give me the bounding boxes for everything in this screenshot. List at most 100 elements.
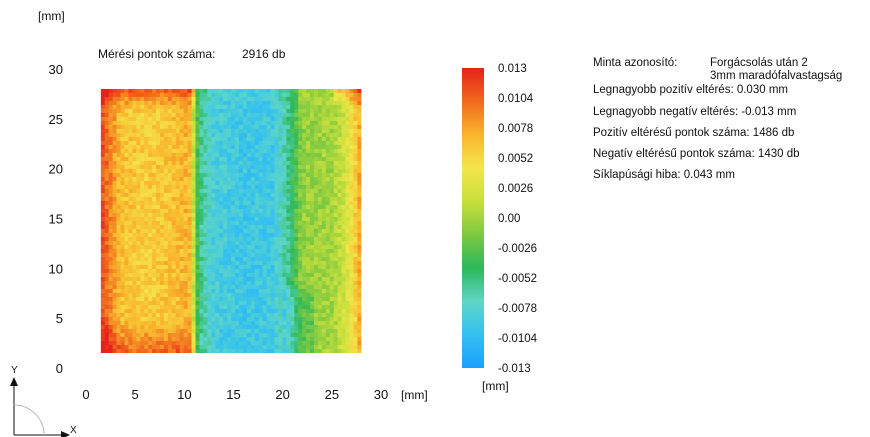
heatmap-cell	[231, 345, 236, 350]
heatmap-cell	[152, 144, 157, 150]
heatmap-cell	[175, 305, 181, 310]
heatmap-cell	[286, 224, 291, 230]
heatmap-cell	[179, 337, 185, 342]
heatmap-cell	[270, 281, 276, 286]
heatmap-cell	[270, 208, 276, 214]
heatmap-cell	[353, 236, 358, 242]
heatmap-cell	[246, 257, 252, 262]
heatmap-cell	[242, 144, 248, 150]
heatmap-cell	[124, 333, 129, 338]
heatmap-cell	[100, 309, 106, 314]
heatmap-cell	[140, 204, 145, 210]
heatmap-cell	[317, 224, 323, 230]
heatmap-cell	[120, 112, 126, 118]
heatmap-cell	[250, 160, 256, 166]
heatmap-cell	[104, 116, 110, 122]
heatmap-cell	[357, 285, 362, 290]
heatmap-cell	[329, 309, 335, 314]
heatmap-cell	[317, 152, 323, 158]
heatmap-cell	[238, 301, 244, 306]
heatmap-cell	[278, 212, 283, 218]
heatmap-cell	[124, 180, 129, 186]
heatmap-cell	[317, 245, 323, 250]
heatmap-cell	[175, 176, 181, 182]
heatmap-cell	[294, 325, 299, 330]
heatmap-cell	[227, 204, 232, 210]
heatmap-cell	[274, 132, 280, 138]
heatmap-cell	[270, 124, 276, 130]
heatmap-cell	[294, 337, 299, 342]
heatmap-cell	[238, 184, 244, 190]
heatmap-cell	[219, 104, 224, 110]
heatmap-cell	[325, 144, 331, 150]
heatmap-cell	[179, 152, 185, 158]
heatmap-cell	[108, 257, 114, 262]
heatmap-cell	[306, 261, 311, 266]
heatmap-cell	[175, 253, 181, 258]
heatmap-cell	[116, 317, 122, 322]
heatmap-cell	[270, 88, 276, 94]
heatmap-cell	[238, 116, 244, 122]
heatmap-cell	[302, 204, 307, 210]
heatmap-cell	[108, 144, 114, 150]
heatmap-cell	[306, 305, 311, 310]
heatmap-cell	[191, 168, 197, 174]
heatmap-cell	[349, 132, 355, 138]
heatmap-cell	[345, 249, 351, 254]
heatmap-cell	[298, 277, 303, 282]
heatmap-cell	[349, 273, 355, 278]
heatmap-cell	[337, 341, 343, 346]
heatmap-cell	[136, 232, 141, 238]
heatmap-cell	[290, 273, 295, 278]
heatmap-cell	[282, 148, 287, 154]
heatmap-cell	[116, 216, 122, 222]
heatmap-cell	[144, 208, 149, 214]
heatmap-cell	[321, 140, 327, 146]
heatmap-cell	[266, 188, 272, 194]
heatmap-cell	[171, 249, 177, 254]
heatmap-cell	[215, 168, 220, 174]
heatmap-cell	[100, 104, 106, 110]
heatmap-cell	[341, 337, 347, 342]
heatmap-cell	[290, 305, 295, 310]
heatmap-cell	[254, 297, 260, 302]
heatmap-cell	[171, 112, 177, 118]
heatmap-cell	[100, 92, 106, 98]
heatmap-cell	[250, 120, 256, 126]
heatmap-cell	[337, 96, 343, 102]
heatmap-cell	[116, 176, 122, 182]
heatmap-cell	[234, 156, 240, 162]
heatmap-cell	[207, 325, 212, 330]
heatmap-cell	[333, 144, 339, 150]
heatmap-cell	[223, 220, 228, 226]
heatmap-cell	[179, 228, 185, 234]
heatmap-cell	[306, 108, 311, 114]
heatmap-cell	[104, 208, 110, 214]
heatmap-cell	[219, 261, 224, 266]
heatmap-cell	[306, 196, 311, 202]
heatmap-cell	[258, 325, 264, 330]
heatmap-cell	[321, 180, 327, 186]
heatmap-cell	[120, 309, 126, 314]
heatmap-cell	[191, 277, 197, 282]
heatmap-cell	[219, 136, 224, 142]
heatmap-cell	[349, 249, 355, 254]
heatmap-cell	[227, 305, 232, 310]
heatmap-cell	[227, 200, 232, 206]
heatmap-cell	[317, 297, 323, 302]
heatmap-cell	[132, 92, 137, 98]
heatmap-cell	[175, 204, 181, 210]
heatmap-cell	[310, 144, 315, 150]
heatmap-cell	[250, 112, 256, 118]
heatmap-cell	[159, 313, 165, 318]
heatmap-cell	[290, 184, 295, 190]
heatmap-cell	[223, 289, 228, 294]
heatmap-cell	[321, 236, 327, 242]
heatmap-cell	[199, 188, 205, 194]
colorbar-tick-label: 0.0078	[498, 123, 533, 135]
heatmap-cell	[313, 341, 319, 346]
heatmap-cell	[179, 232, 185, 238]
heatmap-cell	[163, 140, 169, 146]
heatmap-cell	[195, 188, 201, 194]
heatmap-cell	[337, 305, 343, 310]
